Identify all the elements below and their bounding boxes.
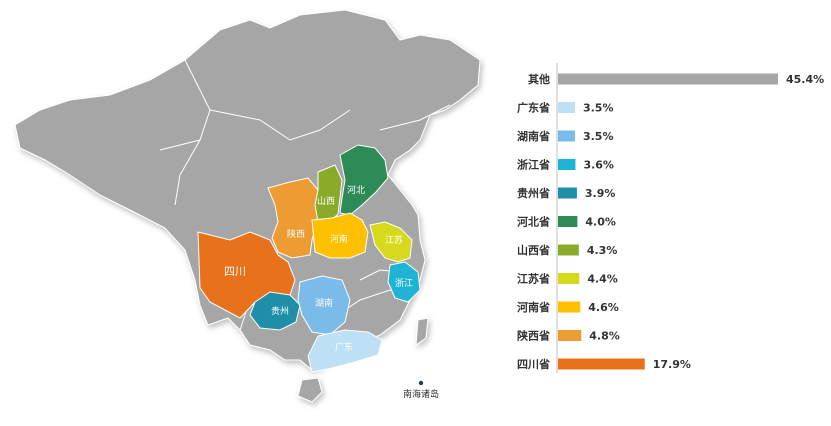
bar-category-label: 湖南省 <box>517 129 550 143</box>
bar[interactable] <box>558 358 645 370</box>
map-label-guangdong: 广东 <box>335 341 353 353</box>
province-guangdong[interactable] <box>307 329 383 373</box>
bar-value-label: 4.3% <box>587 244 618 257</box>
bar[interactable] <box>558 159 576 170</box>
map-label-jiangsu: 江苏 <box>385 234 403 246</box>
bar-category-label: 陕西省 <box>517 329 550 343</box>
bar-value-label: 17.9% <box>653 358 691 371</box>
province-shanxi[interactable] <box>314 164 343 223</box>
bar-value-label: 3.5% <box>583 102 614 115</box>
province-guizhou[interactable] <box>249 291 301 331</box>
bar[interactable] <box>558 102 575 113</box>
bar[interactable] <box>558 330 582 341</box>
province-jiangsu[interactable] <box>369 221 413 263</box>
bar[interactable] <box>558 244 579 256</box>
bar[interactable] <box>558 187 577 199</box>
bar[interactable] <box>558 73 778 85</box>
china-outline <box>14 9 481 371</box>
bar-category-label: 广东省 <box>517 101 550 115</box>
china-map: 四川 陕西 山西 河北 河南 江苏 浙江 贵州 湖南 广东 南海诸岛 <box>14 9 481 403</box>
bar-value-label: 4.8% <box>589 330 620 343</box>
province-hebei[interactable] <box>339 144 389 216</box>
bar-value-label: 4.6% <box>588 301 619 314</box>
province-shaanxi[interactable] <box>267 177 323 259</box>
bar-category-label: 贵州省 <box>517 186 550 200</box>
map-label-shaanxi: 陕西 <box>287 228 305 240</box>
map-label-guizhou: 贵州 <box>271 305 289 317</box>
islands-label: 南海诸岛 <box>403 388 439 400</box>
bar-value-label: 4.0% <box>585 216 616 229</box>
islands-dot <box>418 380 424 386</box>
bar-category-label: 河北省 <box>517 215 550 229</box>
bar-category-label: 江苏省 <box>517 272 550 286</box>
bar-category-label: 浙江省 <box>517 158 550 172</box>
bar[interactable] <box>558 273 580 284</box>
province-zhejiang[interactable] <box>387 261 421 303</box>
map-label-sichuan: 四川 <box>224 265 246 278</box>
bar-category-label: 河南省 <box>517 300 550 314</box>
map-label-shanxi: 山西 <box>317 196 335 207</box>
bar[interactable] <box>558 130 575 142</box>
bar-category-label: 四川省 <box>517 357 550 371</box>
bar-chart: 其他 45.4% 广东省 3.5% 湖南省 3.5% 浙江省 3.6% 贵州省 3.9% 河北省 4.… <box>517 63 824 373</box>
bar-category-label: 其他 <box>528 72 550 86</box>
bar[interactable] <box>558 216 578 227</box>
bar-value-label: 3.6% <box>583 159 614 172</box>
map-label-hunan: 湖南 <box>315 297 333 309</box>
bar-value-label: 4.4% <box>587 273 618 286</box>
bar[interactable] <box>558 301 581 313</box>
bar-category-label: 山西省 <box>517 243 550 257</box>
map-label-henan: 河南 <box>330 233 348 245</box>
map-label-zhejiang: 浙江 <box>395 277 413 289</box>
taiwan-shape <box>415 317 429 347</box>
bar-value-label: 45.4% <box>786 73 824 86</box>
bar-value-label: 3.5% <box>583 130 614 143</box>
bar-group: 其他 45.4% 广东省 3.5% 湖南省 3.5% 浙江省 3.6% 贵州省 3.9% 河北省 4.… <box>517 72 824 371</box>
province-henan[interactable] <box>311 212 369 259</box>
bar-value-label: 3.9% <box>585 187 616 200</box>
province-hunan[interactable] <box>297 275 351 336</box>
map-label-hebei: 河北 <box>347 184 365 196</box>
hainan-shape <box>297 377 323 403</box>
